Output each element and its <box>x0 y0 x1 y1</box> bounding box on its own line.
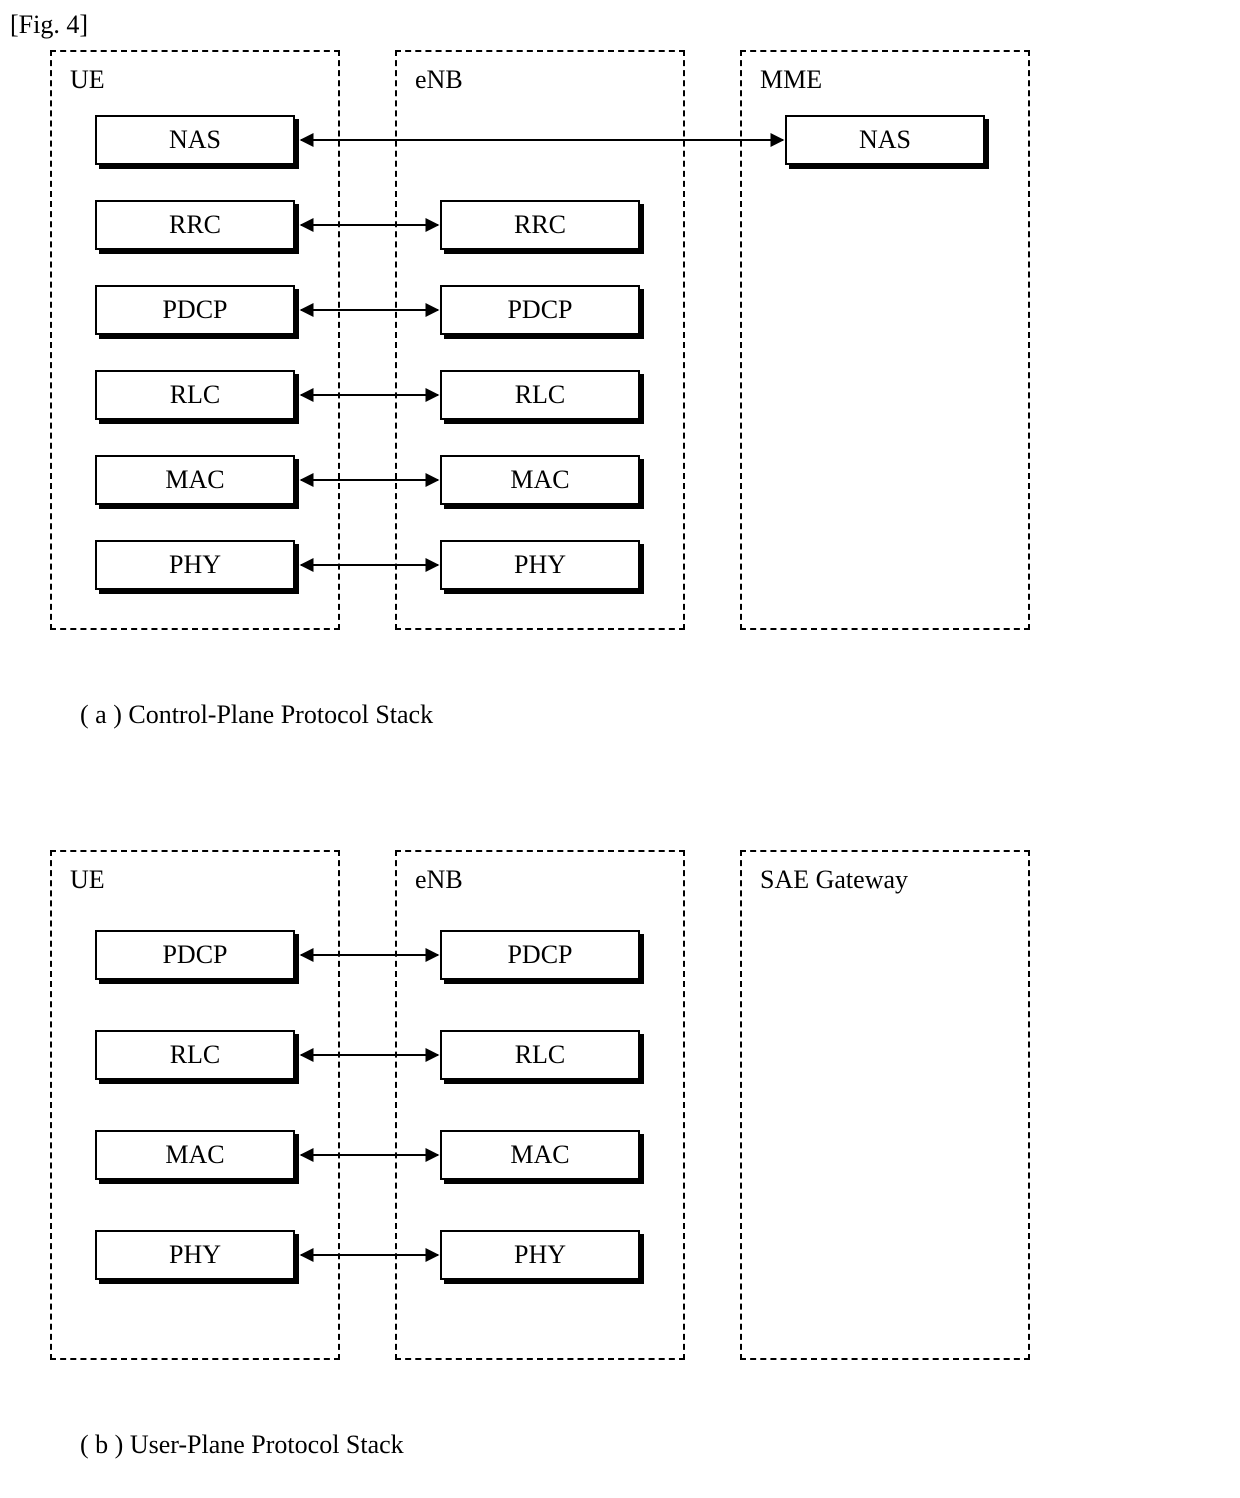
panel_b-ue-mac-box: MAC <box>95 1130 295 1180</box>
panel_a-enb-phy-box: PHY <box>440 540 640 590</box>
panel_a-enb-rrc-box: RRC <box>440 200 640 250</box>
figure-title: [Fig. 4] <box>10 10 88 40</box>
panel_a-ue-rlc-box: RLC <box>95 370 295 420</box>
panel_a-enb-pdcp-box: PDCP <box>440 285 640 335</box>
panel_b-enb-pdcp-box: PDCP <box>440 930 640 980</box>
panel_a-ue-rrc-box: RRC <box>95 200 295 250</box>
panel_b-ue-container <box>50 850 340 1360</box>
panel_a-caption: ( a ) Control-Plane Protocol Stack <box>80 700 433 730</box>
panel_a-ue-phy-box: PHY <box>95 540 295 590</box>
panel_a-enb-mac-box: MAC <box>440 455 640 505</box>
panel_b-ue-phy-box: PHY <box>95 1230 295 1280</box>
panel_a-ue-pdcp-box: PDCP <box>95 285 295 335</box>
panel_b-gw-container <box>740 850 1030 1360</box>
panel_b-enb-label: eNB <box>415 865 463 895</box>
figure-page: [Fig. 4] UE eNB MME NAS RRC PDCP RLC MAC PHY RRC P… <box>0 0 1240 1498</box>
panel_b-gw-label: SAE Gateway <box>760 865 908 895</box>
panel_a-mme-label: MME <box>760 65 822 95</box>
panel_b-enb-rlc-box: RLC <box>440 1030 640 1080</box>
panel_b-ue-label: UE <box>70 865 105 895</box>
panel_a-ue-nas-box: NAS <box>95 115 295 165</box>
panel_a-enb-label: eNB <box>415 65 463 95</box>
panel_a-ue-label: UE <box>70 65 105 95</box>
panel_a-ue-mac-box: MAC <box>95 455 295 505</box>
panel_b-enb-phy-box: PHY <box>440 1230 640 1280</box>
panel_b-enb-mac-box: MAC <box>440 1130 640 1180</box>
panel_b-ue-rlc-box: RLC <box>95 1030 295 1080</box>
panel_b-enb-container <box>395 850 685 1360</box>
panel_a-mme-nas-box: NAS <box>785 115 985 165</box>
panel_b-ue-pdcp-box: PDCP <box>95 930 295 980</box>
panel_a-enb-rlc-box: RLC <box>440 370 640 420</box>
panel_b-caption: ( b ) User-Plane Protocol Stack <box>80 1430 404 1460</box>
